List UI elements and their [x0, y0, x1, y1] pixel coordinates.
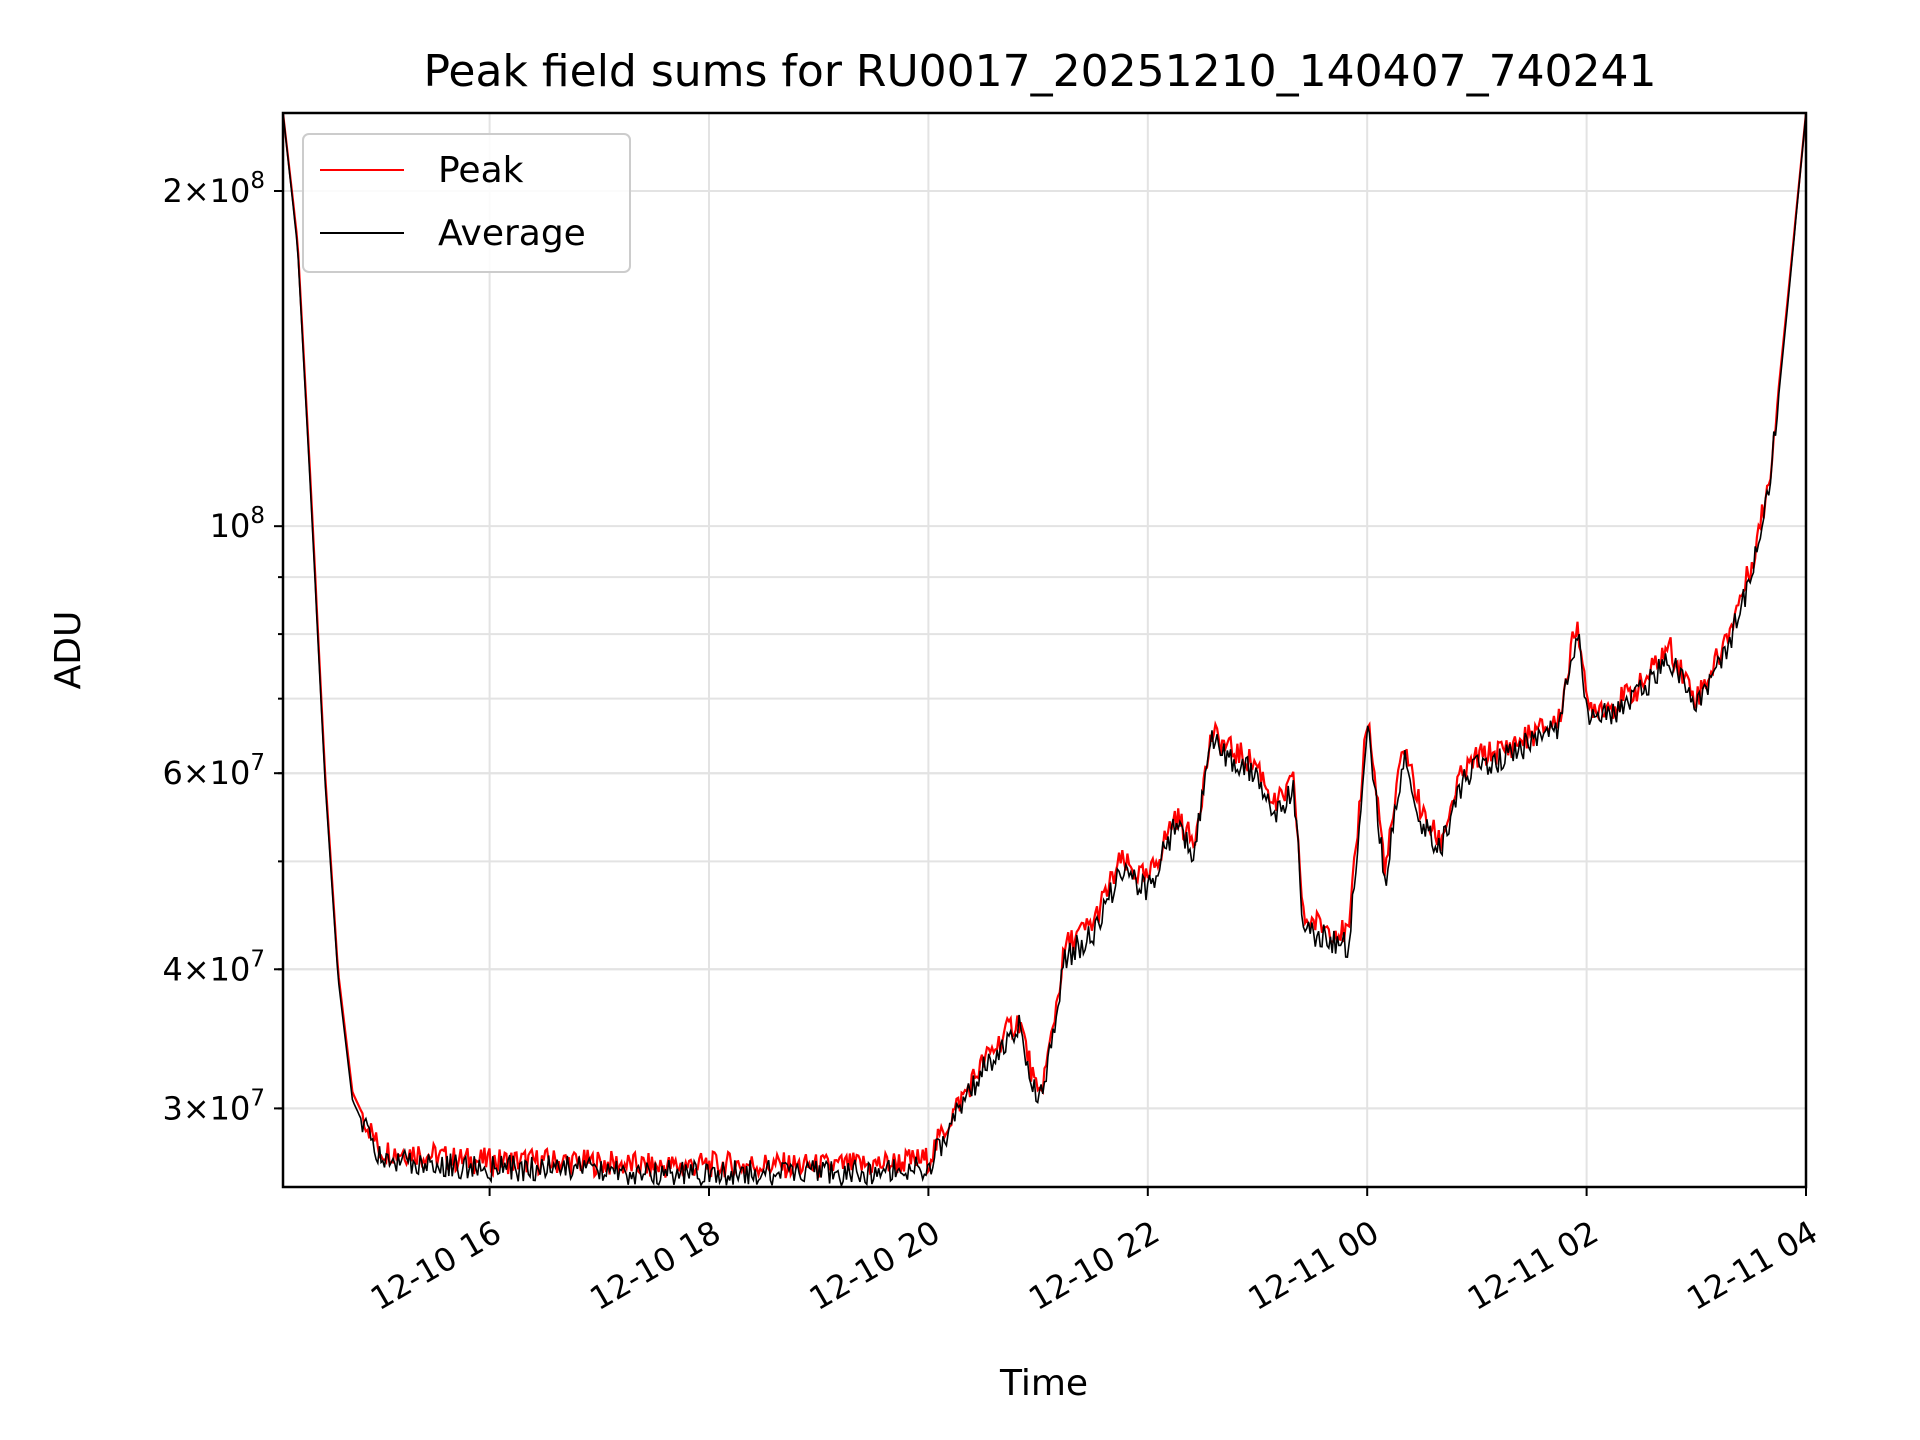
plot-frame: [281, 111, 1808, 1189]
y-tick-base: 2×10: [162, 172, 250, 210]
chart-title: Peak field sums for RU0017_20251210_1404…: [423, 46, 1656, 97]
y-tick-exponent: 7: [250, 750, 265, 776]
y-tick-label: 4×107: [162, 946, 265, 988]
y-tick-exponent: 8: [250, 503, 265, 529]
legend-box: [302, 133, 631, 273]
y-tick-base: 3×10: [162, 1089, 250, 1127]
y-tick-exponent: 8: [250, 168, 265, 194]
y-tick-base: 6×10: [162, 754, 250, 792]
legend-label-peak: Peak: [438, 150, 524, 191]
y-tick-base: 10: [210, 507, 251, 545]
series-layer: [283, 113, 1806, 1187]
y-tick-exponent: 7: [250, 946, 265, 972]
y-tick-label: 6×107: [162, 750, 265, 792]
y-tick-label: 3×107: [162, 1085, 265, 1127]
x-axis-label: Time: [999, 1363, 1088, 1404]
y-tick-label: 108: [210, 503, 265, 545]
series-line-average: [283, 113, 1806, 1187]
y-tick-base: 4×10: [162, 950, 250, 988]
y-tick-exponent: 7: [250, 1085, 265, 1111]
legend-label-average: Average: [438, 213, 586, 254]
legend: Peak Average: [302, 133, 631, 273]
y-axis-label: ADU: [48, 611, 89, 690]
y-tick-label: 2×108: [162, 168, 265, 210]
y-gridlines: [283, 189, 1806, 1110]
